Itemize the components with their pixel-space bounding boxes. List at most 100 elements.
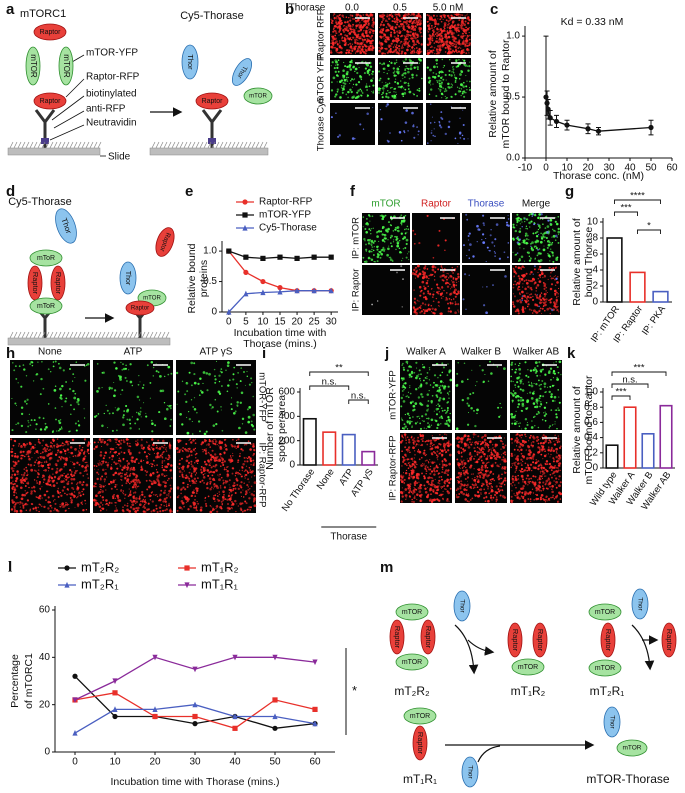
spot xyxy=(59,493,61,495)
spot xyxy=(240,495,243,497)
spot xyxy=(157,371,160,373)
spot xyxy=(331,35,334,38)
complex-label: mTORC1 xyxy=(20,8,66,20)
spot xyxy=(551,236,553,238)
spot xyxy=(525,272,528,275)
spot xyxy=(115,367,118,370)
spot xyxy=(413,405,416,408)
spot xyxy=(519,259,521,262)
spot xyxy=(428,277,430,280)
spot xyxy=(38,494,42,498)
spot xyxy=(372,249,375,252)
spot xyxy=(439,122,441,124)
spot xyxy=(247,471,250,474)
spot xyxy=(505,221,509,224)
spot xyxy=(534,232,537,234)
spot xyxy=(368,40,372,43)
spot xyxy=(388,14,391,17)
spot xyxy=(423,420,425,423)
spot xyxy=(516,252,519,254)
spot xyxy=(444,132,448,136)
spot xyxy=(192,470,196,473)
slide-hatch xyxy=(65,331,70,339)
spot xyxy=(383,248,386,251)
spot xyxy=(145,412,147,414)
spot xyxy=(524,232,528,236)
spot xyxy=(468,65,471,68)
spot xyxy=(19,486,23,490)
spot xyxy=(388,91,390,94)
spot xyxy=(106,463,110,467)
spot xyxy=(447,471,449,473)
spot xyxy=(347,90,350,94)
spot xyxy=(126,460,129,462)
spot xyxy=(225,369,227,372)
spot xyxy=(66,503,69,506)
spot xyxy=(82,488,85,491)
spot xyxy=(371,48,374,52)
spot xyxy=(185,474,188,477)
spot xyxy=(213,465,217,468)
spot xyxy=(161,453,164,456)
spot xyxy=(356,50,359,53)
spot xyxy=(525,302,527,304)
spot xyxy=(202,469,206,472)
spot xyxy=(376,260,379,263)
spot xyxy=(346,29,350,32)
spot xyxy=(407,35,409,38)
spot xyxy=(246,371,248,373)
spot xyxy=(236,387,238,389)
neutravidin xyxy=(208,138,216,144)
spot xyxy=(455,27,458,31)
spot xyxy=(205,448,207,450)
protein-raptor: Raptor xyxy=(507,622,523,658)
spot xyxy=(220,368,223,370)
spot xyxy=(190,463,193,466)
protein-mtor_alt: mToR xyxy=(29,297,63,315)
spot xyxy=(110,487,113,490)
spot xyxy=(380,214,384,217)
spot xyxy=(381,29,384,32)
spot xyxy=(50,476,54,480)
spot xyxy=(358,37,361,40)
spot xyxy=(468,38,471,41)
spot xyxy=(114,501,116,504)
spot xyxy=(126,444,129,446)
spot xyxy=(339,33,343,36)
spot xyxy=(243,444,246,446)
spot xyxy=(521,299,524,302)
slide-hatch xyxy=(207,141,212,149)
spot xyxy=(335,23,339,26)
spot xyxy=(77,494,79,496)
protein-shape xyxy=(243,87,273,105)
spot xyxy=(140,416,142,418)
spot xyxy=(352,26,354,28)
spot xyxy=(437,74,441,78)
spot xyxy=(429,384,432,386)
spot xyxy=(409,67,413,71)
spot xyxy=(99,451,103,454)
spot xyxy=(445,40,448,44)
spot xyxy=(379,29,382,32)
spot xyxy=(81,500,83,502)
spot xyxy=(368,250,371,253)
spot xyxy=(530,309,533,312)
spot xyxy=(342,16,345,18)
spot xyxy=(47,368,50,371)
spot xyxy=(30,419,33,422)
micrograph xyxy=(378,12,423,55)
spot xyxy=(365,13,369,17)
spot xyxy=(115,502,118,504)
spot xyxy=(383,233,387,237)
protein-label: mTOR xyxy=(402,659,422,666)
spot xyxy=(437,301,440,304)
spot xyxy=(450,24,453,27)
spot xyxy=(243,482,245,484)
spot xyxy=(485,261,487,263)
spot xyxy=(193,489,195,491)
spot xyxy=(557,295,559,297)
spot xyxy=(58,363,60,365)
spot xyxy=(406,15,408,17)
spot xyxy=(68,387,72,391)
spot xyxy=(16,455,19,458)
